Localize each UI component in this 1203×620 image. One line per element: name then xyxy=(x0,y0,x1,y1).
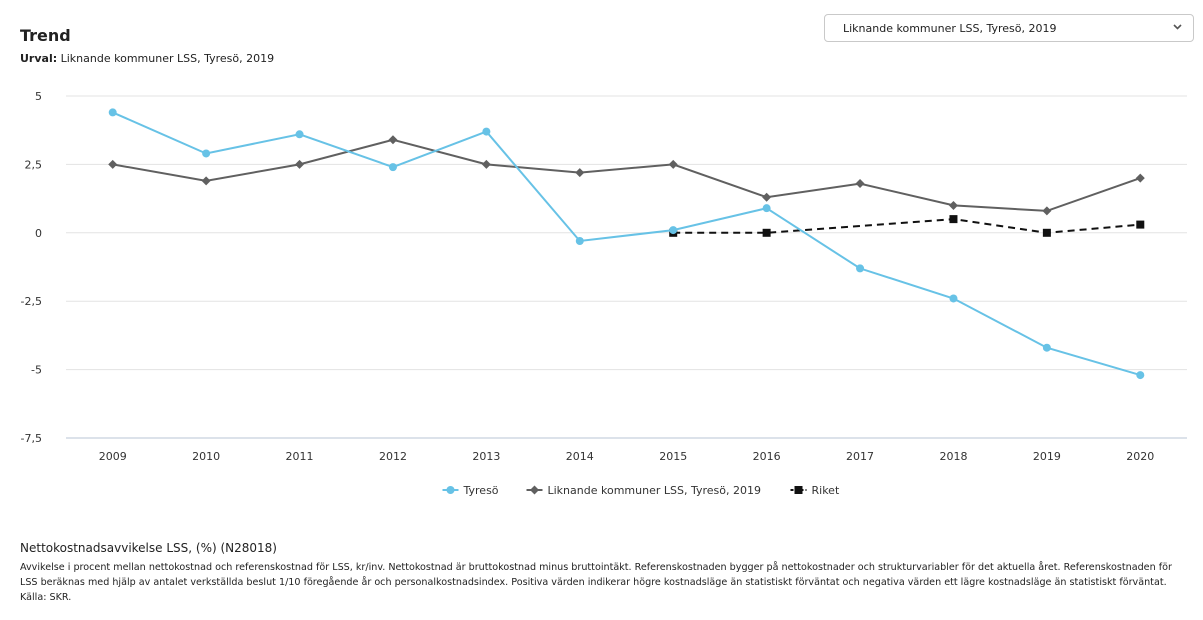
data-point-tyres xyxy=(108,108,117,117)
x-tick-label: 2010 xyxy=(192,450,220,463)
data-point-liknande-kommuner-lss-tyres-2019 xyxy=(201,176,211,186)
selection-value: Liknande kommuner LSS, Tyresö, 2019 xyxy=(60,52,275,65)
x-tick-label: 2011 xyxy=(286,450,314,463)
select-value: Liknande kommuner LSS, Tyresö, 2019 xyxy=(843,22,1057,35)
trend-line-chart: 5 2,5 0 -2,5 -5 -7,5 2009 2010 2011 2012 2013 2014 2… xyxy=(21,90,1187,497)
data-point-tyres xyxy=(295,130,304,139)
x-tick-label: 2013 xyxy=(472,450,500,463)
data-point-riket xyxy=(1042,228,1051,237)
data-point-liknande-kommuner-lss-tyres-2019 xyxy=(295,159,305,169)
data-point-tyres xyxy=(1136,371,1145,380)
x-tick-label: 2014 xyxy=(566,450,594,463)
data-point-tyres xyxy=(388,163,397,172)
data-point-riket xyxy=(762,228,771,237)
data-point-liknande-kommuner-lss-tyres-2019 xyxy=(388,135,398,145)
x-tick-label: 2016 xyxy=(753,450,781,463)
data-point-liknande-kommuner-lss-tyres-2019 xyxy=(855,179,865,189)
legend-marker-tyres xyxy=(446,486,455,494)
data-point-liknande-kommuner-lss-tyres-2019 xyxy=(481,159,491,169)
data-point-liknande-kommuner-lss-tyres-2019 xyxy=(762,192,772,202)
x-tick-label: 2015 xyxy=(659,450,687,463)
data-point-liknande-kommuner-lss-tyres-2019 xyxy=(575,168,585,178)
data-point-riket xyxy=(1136,220,1145,229)
comparison-group-select[interactable]: Liknande kommuner LSS, Tyresö, 2019 xyxy=(824,14,1194,42)
legend-marker-riket xyxy=(794,486,803,494)
series-line-riket xyxy=(673,218,1141,234)
selection-label: Urval: xyxy=(20,52,58,65)
x-tick-label: 2012 xyxy=(379,450,407,463)
y-tick-label: -7,5 xyxy=(21,432,42,445)
data-point-liknande-kommuner-lss-tyres-2019 xyxy=(1042,206,1052,216)
y-tick-label: -5 xyxy=(31,364,42,377)
data-point-tyres xyxy=(482,127,491,136)
y-tick-label: 2,5 xyxy=(25,158,43,171)
data-point-riket xyxy=(949,215,958,224)
data-point-tyres xyxy=(575,237,584,246)
series-line-tyres xyxy=(112,111,1141,377)
data-point-tyres xyxy=(762,204,771,213)
x-tick-label: 2018 xyxy=(939,450,967,463)
series-line-liknande-kommuner-lss-tyres-2019 xyxy=(112,138,1141,212)
data-point-tyres xyxy=(1042,343,1051,352)
chart-title: Trend xyxy=(20,26,71,45)
x-tick-label: 2017 xyxy=(846,450,874,463)
data-point-liknande-kommuner-lss-tyres-2019 xyxy=(668,159,678,169)
legend-label-riket: Riket xyxy=(812,484,840,497)
x-tick-label: 2020 xyxy=(1126,450,1154,463)
y-tick-label: 5 xyxy=(35,90,42,103)
x-tick-label: 2009 xyxy=(99,450,127,463)
indicator-description: Avvikelse i procent mellan nettokostnad … xyxy=(20,562,1172,603)
data-point-tyres xyxy=(202,149,211,158)
x-tick-label: 2019 xyxy=(1033,450,1061,463)
legend-label-tyres: Tyresö xyxy=(463,484,499,497)
legend-label-liknande-kommuner-lss-tyres-2019: Liknande kommuner LSS, Tyresö, 2019 xyxy=(548,484,761,497)
y-tick-label: 0 xyxy=(35,227,42,240)
y-tick-label: -2,5 xyxy=(21,295,42,308)
legend-marker-liknande-kommuner-lss-tyres-2019 xyxy=(530,485,539,495)
indicator-title: Nettokostnadsavvikelse LSS, (%) (N28018) xyxy=(20,541,277,555)
data-point-liknande-kommuner-lss-tyres-2019 xyxy=(948,200,958,210)
data-point-tyres xyxy=(856,264,865,273)
data-point-liknande-kommuner-lss-tyres-2019 xyxy=(1135,173,1145,183)
chevron-down-icon xyxy=(1172,21,1183,35)
data-point-tyres xyxy=(669,226,678,235)
data-point-liknande-kommuner-lss-tyres-2019 xyxy=(108,159,118,169)
data-point-tyres xyxy=(949,294,958,303)
selection-summary: Urval: Liknande kommuner LSS, Tyresö, 20… xyxy=(20,52,274,65)
